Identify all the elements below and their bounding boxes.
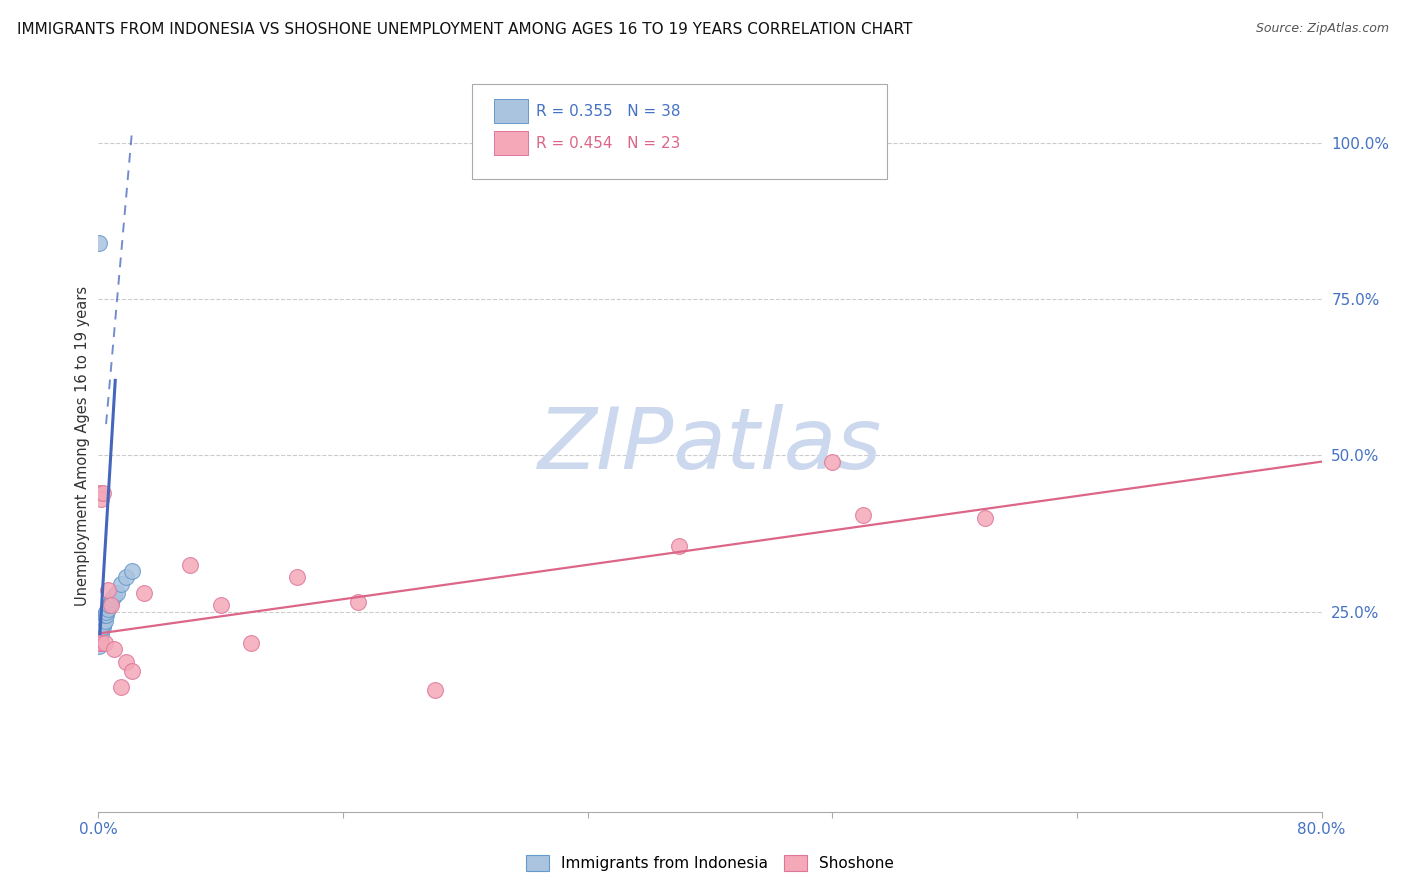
Point — [89, 624, 111, 638]
Point — [209, 599, 232, 613]
Point — [91, 617, 114, 632]
Point — [90, 620, 112, 634]
Point — [89, 636, 111, 650]
Point — [91, 620, 114, 634]
Point — [121, 664, 143, 678]
Point — [89, 630, 111, 644]
Point — [90, 636, 112, 650]
Bar — [494, 131, 527, 155]
Point — [90, 620, 112, 634]
Point — [105, 586, 128, 600]
Point — [347, 595, 370, 609]
Point — [90, 624, 112, 638]
Point — [821, 455, 844, 469]
Point — [103, 589, 125, 603]
Point — [89, 235, 111, 250]
Text: Source: ZipAtlas.com: Source: ZipAtlas.com — [1256, 22, 1389, 36]
Point — [89, 630, 111, 644]
Point — [240, 636, 263, 650]
Point — [91, 614, 114, 628]
Legend: Immigrants from Indonesia, Shoshone: Immigrants from Indonesia, Shoshone — [520, 849, 900, 877]
Point — [90, 617, 112, 632]
Point — [97, 601, 120, 615]
Point — [91, 620, 114, 634]
Point — [89, 630, 111, 644]
Point — [97, 582, 120, 597]
Point — [100, 599, 122, 613]
Point — [89, 636, 111, 650]
Point — [89, 630, 111, 644]
Point — [115, 655, 138, 669]
Point — [285, 570, 308, 584]
Point — [974, 511, 997, 525]
Text: R = 0.454   N = 23: R = 0.454 N = 23 — [536, 136, 681, 151]
Point — [110, 680, 132, 694]
Point — [101, 592, 124, 607]
Point — [90, 626, 112, 640]
Point — [89, 624, 111, 638]
Point — [98, 599, 121, 613]
Point — [90, 492, 112, 507]
Point — [89, 636, 111, 650]
Point — [89, 632, 111, 647]
Y-axis label: Unemployment Among Ages 16 to 19 years: Unemployment Among Ages 16 to 19 years — [75, 286, 90, 606]
Point — [93, 636, 115, 650]
Point — [89, 626, 111, 640]
Text: IMMIGRANTS FROM INDONESIA VS SHOSHONE UNEMPLOYMENT AMONG AGES 16 TO 19 YEARS COR: IMMIGRANTS FROM INDONESIA VS SHOSHONE UN… — [17, 22, 912, 37]
Point — [121, 564, 143, 578]
Point — [91, 617, 114, 632]
Point — [89, 486, 111, 500]
Text: R = 0.355   N = 38: R = 0.355 N = 38 — [536, 103, 681, 119]
Point — [94, 607, 117, 622]
Point — [134, 586, 156, 600]
Point — [103, 642, 125, 657]
Point — [93, 607, 115, 622]
Point — [91, 486, 114, 500]
Point — [179, 558, 201, 572]
Point — [668, 539, 690, 553]
Bar — [494, 99, 527, 123]
Point — [89, 639, 111, 653]
Point — [110, 576, 132, 591]
FancyBboxPatch shape — [471, 84, 887, 179]
Point — [89, 626, 111, 640]
Point — [100, 595, 122, 609]
Point — [115, 570, 138, 584]
Text: ZIPatlas: ZIPatlas — [538, 404, 882, 488]
Point — [423, 682, 446, 697]
Point — [94, 605, 117, 619]
Point — [93, 614, 115, 628]
Point — [89, 626, 111, 640]
Point — [852, 508, 875, 522]
Point — [89, 620, 111, 634]
